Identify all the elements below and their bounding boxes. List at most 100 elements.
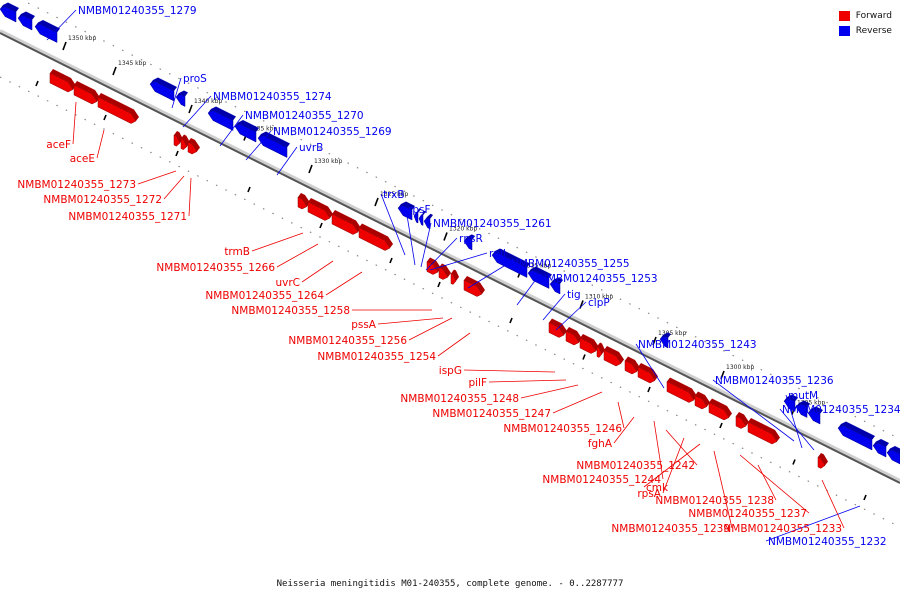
scale-tick-mark bbox=[652, 336, 657, 346]
forward-gene-label[interactable]: ispG bbox=[439, 365, 462, 377]
forward-gene-label[interactable]: NMBM01240355_1239 bbox=[611, 523, 730, 535]
reverse-gene-label[interactable]: clpP bbox=[588, 297, 610, 309]
reverse-gene-label[interactable]: NMBM01240355_1236 bbox=[715, 375, 834, 387]
reverse-gene-arrow-10[interactable] bbox=[418, 210, 426, 226]
reverse-gene-arrow-22[interactable] bbox=[886, 446, 900, 465]
reverse-gene-label[interactable]: NMBM01240355_1274 bbox=[213, 91, 332, 103]
forward-gene-arrow-6[interactable] bbox=[297, 193, 310, 210]
forward-gene-arrow-17[interactable] bbox=[596, 342, 605, 358]
forward-gene-label[interactable]: uvrC bbox=[275, 277, 300, 289]
reverse-gene-label[interactable]: NMBM01240355_1269 bbox=[273, 126, 392, 138]
scale-tick-mark bbox=[720, 370, 725, 380]
forward-gene-label[interactable]: pilF bbox=[468, 377, 487, 389]
forward-gene-label[interactable]: NMBM01240355_1247 bbox=[432, 408, 551, 420]
reverse-gene-label[interactable]: rplI bbox=[489, 248, 506, 260]
reverse-gene-arrow-0[interactable] bbox=[0, 2, 19, 23]
scale-tick-label: 1330 kbp bbox=[314, 158, 342, 165]
reverse-gene-label[interactable]: rpsF bbox=[408, 204, 431, 216]
forward-gene-label[interactable]: pssA bbox=[351, 319, 377, 331]
reverse-gene-arrow-15[interactable] bbox=[549, 277, 563, 295]
reverse-gene-label[interactable]: NMBM01240355_1270 bbox=[245, 110, 364, 122]
reverse-gene-arrow-12[interactable] bbox=[463, 234, 475, 251]
forward-gene-arrow-13[interactable] bbox=[463, 276, 485, 297]
reverse-gene-arrow-11[interactable] bbox=[423, 213, 433, 230]
reverse-gene-label[interactable]: NMBM01240355_1232 bbox=[768, 536, 887, 548]
reverse-gene-arrow-6[interactable] bbox=[234, 120, 259, 143]
reverse-gene-label[interactable]: tig bbox=[567, 289, 581, 301]
reverse-gene-arrow-5[interactable] bbox=[207, 106, 236, 131]
forward-gene-arrow-5[interactable] bbox=[187, 138, 200, 155]
forward-gene-label[interactable]: NMBM01240355_1254 bbox=[317, 351, 436, 363]
forward-gene-arrow-8[interactable] bbox=[331, 210, 361, 235]
forward-gene-arrow-18[interactable] bbox=[603, 346, 624, 367]
reverse-gene-label[interactable]: trxB bbox=[383, 189, 405, 201]
forward-gene-label[interactable]: aceF bbox=[46, 139, 71, 151]
forward-gene-label[interactable]: NMBM01240355_1266 bbox=[156, 262, 275, 274]
forward-gene-arrow-7[interactable] bbox=[307, 198, 333, 221]
reverse-gene-arrow-9[interactable] bbox=[413, 208, 421, 224]
forward-gene-arrow-15[interactable] bbox=[565, 327, 582, 346]
reverse-gene-arrow-21[interactable] bbox=[872, 439, 889, 458]
forward-gene-label[interactable]: NMBM01240355_1256 bbox=[288, 335, 407, 347]
forward-gene-label[interactable]: aceE bbox=[70, 153, 95, 165]
forward-gene-arrow-1[interactable] bbox=[73, 81, 100, 105]
forward-gene-arrow-26[interactable] bbox=[817, 453, 828, 469]
forward-gene-label[interactable]: NMBM01240355_1271 bbox=[68, 211, 187, 223]
reverse-gene-arrow-7[interactable] bbox=[257, 131, 290, 158]
reverse-gene-arrow-16[interactable] bbox=[659, 332, 671, 349]
forward-gene-label[interactable]: NMBM01240355_1238 bbox=[655, 495, 774, 507]
forward-gene-arrow-19[interactable] bbox=[624, 356, 640, 375]
reverse-gene-label[interactable]: proS bbox=[183, 73, 207, 85]
forward-gene-label[interactable]: trmB bbox=[224, 246, 250, 258]
forward-gene-label[interactable]: NMBM01240355_1258 bbox=[231, 305, 350, 317]
reverse-gene-arrow-2[interactable] bbox=[34, 20, 60, 43]
forward-gene-label[interactable]: NMBM01240355_1272 bbox=[43, 194, 162, 206]
forward-gene-label[interactable]: NMBM01240355_1246 bbox=[503, 423, 622, 435]
forward-gene-arrow-22[interactable] bbox=[694, 391, 710, 410]
forward-gene-arrow-25[interactable] bbox=[747, 418, 780, 445]
reverse-gene-arrow-3[interactable] bbox=[149, 77, 177, 102]
reverse-gene-label[interactable]: uvrB bbox=[299, 142, 323, 154]
reverse-gene-arrow-20[interactable] bbox=[837, 421, 875, 451]
reverse-gene-label[interactable]: mutM bbox=[788, 390, 818, 402]
forward-gene-arrow-2[interactable] bbox=[97, 93, 139, 124]
scale-tick-label: 1325 kbp bbox=[380, 191, 408, 198]
reverse-gene-arrow-1[interactable] bbox=[17, 11, 35, 31]
reverse-gene-label[interactable]: NMBM01240355_1279 bbox=[78, 5, 197, 17]
forward-gene-arrow-21[interactable] bbox=[666, 377, 697, 403]
forward-gene-label[interactable]: fghA bbox=[588, 438, 613, 450]
forward-gene-label[interactable]: NMBM01240355_1244 bbox=[542, 474, 661, 486]
forward-gene-arrow-24[interactable] bbox=[735, 412, 749, 429]
forward-gene-label[interactable]: NMBM01240355_1264 bbox=[205, 290, 324, 302]
forward-gene-label[interactable]: rpsA bbox=[637, 488, 661, 500]
reverse-gene-arrow-19[interactable] bbox=[807, 406, 823, 425]
forward-gene-label[interactable]: NMBM01240355_1242 bbox=[576, 460, 695, 472]
minor-tick-mark bbox=[389, 257, 393, 264]
reverse-gene-label[interactable]: NMBM01240355_1255 bbox=[511, 258, 630, 270]
reverse-gene-arrow-14[interactable] bbox=[527, 266, 552, 289]
reverse-gene-arrow-18[interactable] bbox=[795, 400, 810, 418]
reverse-gene-label[interactable]: NMBM01240355_1261 bbox=[433, 218, 552, 230]
forward-gene-arrow-12[interactable] bbox=[450, 269, 459, 285]
reverse-gene-label[interactable]: NMBM01240355_1253 bbox=[539, 273, 658, 285]
reverse-gene-arrow-17[interactable] bbox=[783, 394, 798, 412]
forward-gene-arrow-20[interactable] bbox=[637, 363, 658, 384]
reverse-leader-line bbox=[765, 505, 861, 542]
reverse-gene-label[interactable]: rpsR bbox=[459, 233, 483, 245]
forward-gene-label[interactable]: NMBM01240355_1273 bbox=[17, 179, 136, 191]
reverse-gene-arrow-8[interactable] bbox=[397, 201, 415, 221]
forward-gene-label[interactable]: NMBM01240355_1233 bbox=[723, 523, 842, 535]
reverse-gene-label[interactable]: NMBM01240355_1243 bbox=[638, 339, 757, 351]
forward-gene-arrow-16[interactable] bbox=[579, 334, 599, 354]
forward-gene-arrow-23[interactable] bbox=[708, 398, 732, 421]
forward-gene-arrow-9[interactable] bbox=[358, 223, 393, 251]
forward-gene-label[interactable]: cmk bbox=[646, 482, 669, 494]
reverse-leader-line bbox=[380, 193, 406, 256]
forward-gene-arrow-0[interactable] bbox=[49, 69, 76, 93]
reverse-gene-label[interactable]: NMBM01240355_1234 bbox=[782, 404, 900, 416]
forward-gene-label[interactable]: NMBM01240355_1237 bbox=[688, 508, 807, 520]
reverse-gene-arrow-4[interactable] bbox=[175, 90, 188, 107]
forward-gene-arrow-11[interactable] bbox=[438, 263, 451, 280]
forward-gene-label[interactable]: NMBM01240355_1248 bbox=[400, 393, 519, 405]
reverse-gene-arrow-13[interactable] bbox=[491, 248, 530, 278]
